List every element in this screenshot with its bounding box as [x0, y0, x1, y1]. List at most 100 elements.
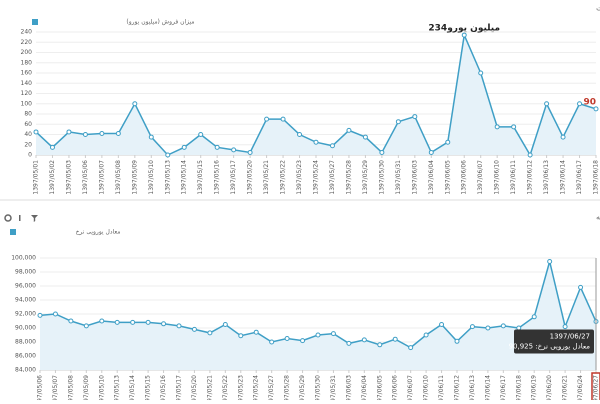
- x-tick-label: 1397/05/27: [268, 375, 275, 400]
- y-tick-label: 86,000: [15, 353, 36, 360]
- point: [132, 101, 138, 107]
- x-tick-label: 1397/05/22: [222, 375, 229, 400]
- x-tick-label: 1397/05/06: [82, 160, 89, 195]
- point: [329, 143, 335, 149]
- legend-label: میزان فروش (میلیون یورو): [126, 19, 194, 26]
- legend-label: معادل یورویی نرخ: [76, 229, 121, 236]
- y-tick-label: 88,000: [15, 339, 36, 346]
- x-tick-label: 1397/06/13: [543, 160, 550, 195]
- x-tick-label: 1397/05/02: [49, 160, 56, 195]
- x-tick-label: 1397/05/15: [197, 160, 204, 195]
- x-tick-label: 1397/06/04: [361, 375, 368, 400]
- chart-title: میانگین نرخ فروش یورو در بازار ثانویه: [596, 212, 600, 222]
- point: [33, 129, 39, 135]
- x-tick-label: 1397/05/10: [148, 160, 155, 195]
- x-tick-label: 1397/06/20: [546, 375, 553, 400]
- y-tick-label: 160: [21, 70, 33, 77]
- tooltip-text: معادل یورویی نرخ: 90,925: [509, 343, 591, 351]
- point: [280, 116, 286, 122]
- x-tick-label: 1397/06/14: [560, 160, 567, 195]
- info-icon[interactable]: [19, 215, 21, 221]
- filter-icon[interactable]: [31, 215, 38, 222]
- point: [362, 134, 368, 140]
- x-tick-label: 1397/05/28: [284, 375, 291, 400]
- x-tick-label: 1397/06/13: [469, 375, 476, 400]
- tooltip-date: 1397/06/27: [550, 333, 590, 341]
- x-tick-label: 1397/05/22: [280, 160, 287, 195]
- point: [66, 129, 72, 135]
- x-tick-label: 1397/06/10: [494, 160, 501, 195]
- x-tick-label: 1397/06/06: [392, 375, 399, 400]
- point: [99, 130, 105, 136]
- point: [181, 144, 187, 150]
- y-tick-label: 60: [24, 121, 32, 128]
- point: [231, 147, 237, 153]
- point: [577, 101, 583, 107]
- y-tick-label: 92,000: [15, 311, 36, 318]
- point: [222, 322, 228, 327]
- point: [82, 132, 88, 137]
- x-tick-label: 1397/06/06: [461, 160, 468, 195]
- x-tick-label: 1397/05/03: [65, 160, 72, 195]
- point: [148, 134, 154, 140]
- x-tick-label: 1397/05/21: [263, 160, 270, 195]
- point: [494, 124, 500, 130]
- point: [68, 318, 74, 324]
- point: [547, 259, 553, 264]
- point: [52, 311, 58, 317]
- x-tick-label: 1397/05/24: [253, 375, 260, 400]
- point: [392, 336, 398, 342]
- x-tick-label: 1397/06/05: [376, 375, 383, 400]
- point: [454, 338, 460, 344]
- y-tick-label: 120: [21, 90, 33, 97]
- x-tick-label: 1397/05/23: [296, 160, 303, 195]
- settings-icon[interactable]: [4, 214, 12, 222]
- x-tick-label: 1397/05/27: [329, 160, 336, 195]
- x-tick-label: 1397/06/17: [576, 160, 583, 195]
- x-tick-label: 1397/06/12: [527, 160, 534, 195]
- point: [297, 132, 303, 137]
- x-tick-label: 1397/06/03: [411, 160, 418, 195]
- y-tick-label: 140: [21, 80, 33, 87]
- x-tick-label: 1397/06/11: [510, 160, 517, 195]
- x-tick-label: 1397/05/20: [247, 160, 254, 195]
- x-tick-label: 1397/05/16: [160, 375, 167, 400]
- x-tick-label: 1397/05/29: [362, 160, 369, 195]
- x-tick-label: 1397/06/19: [531, 375, 538, 400]
- point: [130, 319, 136, 325]
- point: [379, 149, 385, 155]
- y-tick-label: 94,000: [15, 297, 36, 304]
- x-tick-label: 1397/06/24: [577, 375, 584, 400]
- point: [300, 338, 306, 344]
- y-tick-label: 80: [24, 111, 32, 118]
- x-tick-label: 1397/06/21: [562, 375, 569, 400]
- point: [395, 119, 401, 125]
- x-tick-label: 1397/06/10: [423, 375, 430, 400]
- x-tick-label: 1397/05/29: [299, 375, 306, 400]
- x-tick-label: 1397/05/14: [129, 375, 136, 400]
- value-label: 234میلیون یورو: [428, 24, 500, 34]
- x-tick-label: 1397/06/12: [454, 375, 461, 400]
- point: [412, 114, 418, 120]
- point: [330, 331, 336, 337]
- point: [198, 132, 204, 137]
- x-tick-label: 1397/05/08: [67, 375, 74, 400]
- point: [361, 337, 367, 343]
- x-tick-label: 1397/05/28: [345, 160, 352, 195]
- point: [313, 139, 319, 145]
- x-tick-label: 1397/05/08: [115, 160, 122, 195]
- point: [408, 345, 414, 351]
- toolbar: [4, 214, 38, 222]
- point: [253, 329, 259, 335]
- x-tick-label: 1397/05/15: [145, 375, 152, 400]
- x-tick-label: 1397/05/09: [131, 160, 138, 195]
- x-tick-label: 1397/05/13: [114, 375, 121, 400]
- point: [99, 318, 105, 324]
- y-tick-label: 220: [21, 39, 33, 46]
- point: [214, 144, 220, 150]
- point: [37, 312, 43, 318]
- x-tick-label: 1397/06/27: [593, 375, 600, 400]
- x-tick-label: 1397/05/24: [313, 160, 320, 195]
